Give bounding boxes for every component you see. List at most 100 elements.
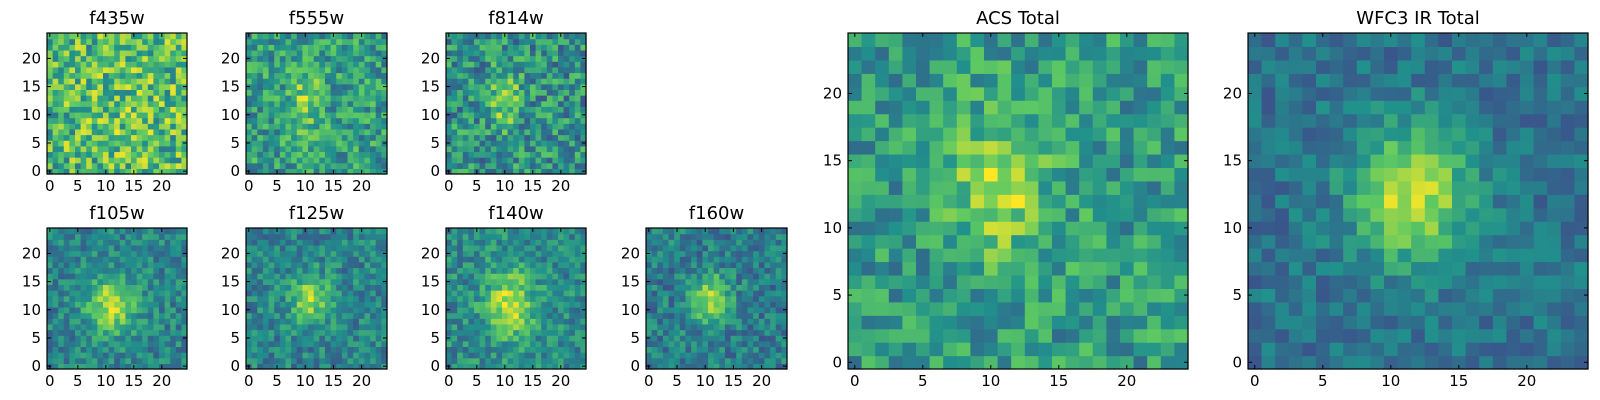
heatmap-cell <box>159 95 166 102</box>
heatmap-cell <box>929 153 944 168</box>
heatmap-cell <box>474 295 481 302</box>
heatmap-cell <box>103 55 110 62</box>
heatmap-cell <box>479 140 486 147</box>
heatmap-cell <box>251 312 258 319</box>
heatmap-cell <box>47 145 54 153</box>
heatmap-cell <box>358 318 366 325</box>
heatmap-cell <box>375 228 382 235</box>
heatmap-cell <box>1024 221 1039 236</box>
heatmap-cell <box>708 306 715 314</box>
heatmap-cell <box>52 78 59 85</box>
x-tick-label: 15 <box>724 372 743 390</box>
heatmap-cell <box>147 61 154 68</box>
heatmap-cell <box>457 278 464 285</box>
heatmap-cell <box>468 145 475 153</box>
heatmap-cell <box>518 290 525 297</box>
heatmap-cell <box>159 49 166 57</box>
heatmap-cell <box>764 363 771 370</box>
heatmap-cell <box>674 273 681 280</box>
heatmap-cell <box>341 233 349 240</box>
heatmap-cell <box>741 250 749 257</box>
heatmap-cell <box>308 128 315 136</box>
heatmap-cell <box>446 318 453 325</box>
heatmap-cell <box>63 49 70 57</box>
heatmap-cell <box>159 44 166 51</box>
heatmap-cell <box>758 278 766 285</box>
heatmap-cell <box>1038 355 1053 370</box>
heatmap-cell <box>490 49 497 57</box>
heatmap-cell <box>86 273 93 280</box>
heatmap-cell <box>518 83 525 90</box>
heatmap-cell <box>381 162 388 169</box>
heatmap-cell <box>347 38 354 45</box>
heatmap-cell <box>108 151 115 158</box>
heatmap-cell <box>114 244 121 252</box>
heatmap-cell <box>679 352 687 359</box>
heatmap-cell <box>764 352 771 359</box>
heatmap-cell <box>552 244 559 252</box>
heatmap-cell <box>103 295 110 302</box>
heatmap-cell <box>319 363 326 370</box>
heatmap-cell <box>708 267 715 274</box>
heatmap-cell <box>552 162 559 169</box>
heatmap-cell <box>370 145 377 153</box>
heatmap-cell <box>569 261 576 269</box>
heatmap-cell <box>490 239 497 246</box>
heatmap-cell <box>747 346 754 353</box>
heatmap-cell <box>370 168 377 175</box>
heatmap-cell <box>251 273 258 280</box>
heatmap-cell <box>552 318 559 325</box>
heatmap-cell <box>708 284 715 291</box>
heatmap-cell <box>80 106 87 113</box>
heatmap-cell <box>916 234 931 249</box>
heatmap-cell <box>164 134 171 141</box>
heatmap-cells <box>446 33 587 175</box>
heatmap-cell <box>108 295 115 302</box>
heatmap-cell <box>775 239 782 246</box>
heatmap-cell <box>108 49 115 57</box>
heatmap-cell <box>943 207 958 222</box>
heatmap-cell <box>142 233 149 240</box>
heatmap-cell <box>970 328 985 343</box>
heatmap-cell <box>753 329 760 336</box>
heatmap-cell <box>1147 328 1162 343</box>
heatmap-cell <box>530 123 537 130</box>
heatmap-cell <box>153 340 160 348</box>
heatmap-cell <box>285 290 292 297</box>
heatmap-cell <box>285 261 292 269</box>
heatmap-cell <box>674 323 681 331</box>
heatmap-cell <box>696 352 703 359</box>
heatmap-cell <box>657 228 664 235</box>
heatmap-cell <box>1052 248 1067 263</box>
heatmap-cell <box>462 284 469 291</box>
heatmap-cell <box>462 244 469 252</box>
heatmap-cell <box>274 89 281 96</box>
heatmap-cell <box>296 95 303 102</box>
heatmap-cell <box>69 239 76 246</box>
heatmap-cell <box>1174 234 1189 249</box>
heatmap-cell <box>91 44 98 51</box>
heatmap-cell <box>646 239 653 246</box>
heatmap-cell <box>262 134 270 141</box>
heatmap-cell <box>324 134 332 141</box>
heatmap-cell <box>47 61 54 68</box>
heatmap-cell <box>902 315 917 330</box>
heatmap-cell <box>80 128 87 136</box>
heatmap-cell <box>1065 167 1080 182</box>
heatmap-cell <box>97 250 104 257</box>
heatmap-cell <box>485 117 492 124</box>
heatmap-cell <box>848 167 863 182</box>
heatmap-cell <box>518 89 525 96</box>
heatmap-cell <box>324 363 332 370</box>
heatmap-cell <box>257 49 264 57</box>
heatmap-cell <box>308 306 315 314</box>
heatmap-cell <box>1092 274 1107 289</box>
heatmap-cell <box>170 128 177 136</box>
heatmap-cell <box>279 83 287 90</box>
heatmap-cell <box>691 290 698 297</box>
heatmap-cell <box>1120 301 1135 316</box>
heatmap-cell <box>262 72 270 79</box>
heatmap-cell <box>279 284 287 291</box>
heatmap-cell <box>375 168 382 175</box>
heatmap-cell <box>347 100 354 107</box>
